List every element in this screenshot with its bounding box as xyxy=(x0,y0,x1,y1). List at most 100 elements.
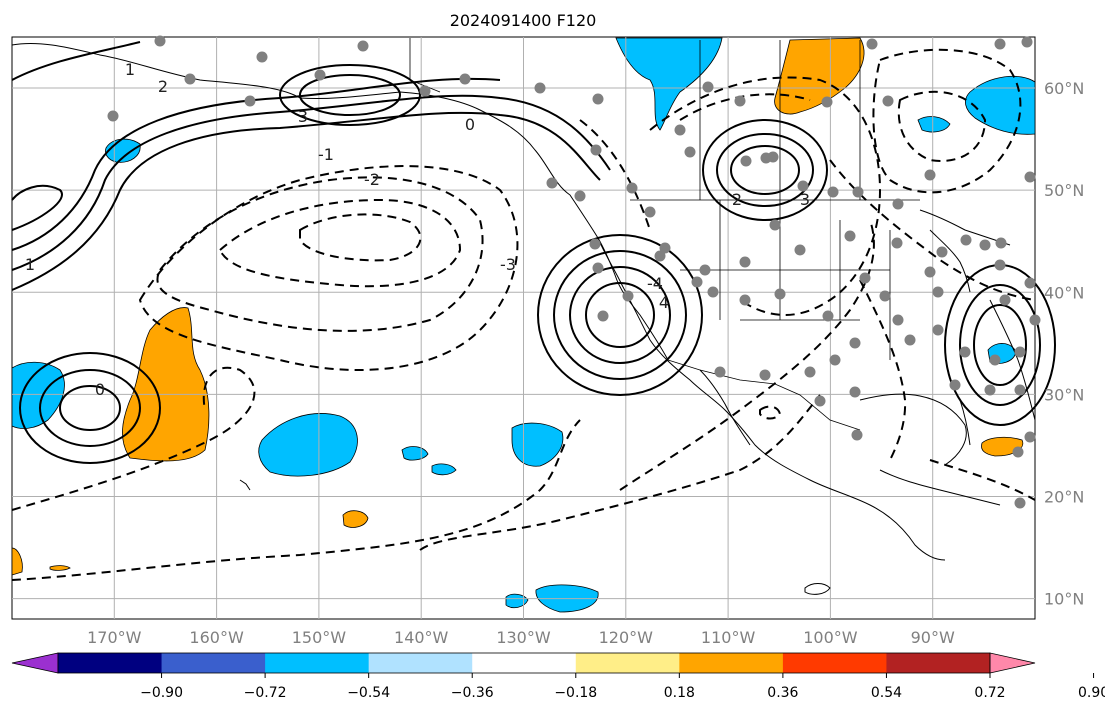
station-dot xyxy=(859,272,871,284)
cool-anomaly-region xyxy=(258,413,358,477)
gridlines xyxy=(12,37,1035,619)
station-dot xyxy=(574,190,586,202)
low-pressure-contour xyxy=(973,304,1027,386)
station-dot xyxy=(154,35,166,47)
station-dot xyxy=(959,346,971,358)
colorbar-tick-label: 0.54 xyxy=(871,685,902,701)
warm-anomaly-region xyxy=(49,565,71,571)
station-dot xyxy=(759,369,771,381)
trough-contour xyxy=(679,93,811,121)
station-dot xyxy=(1014,384,1026,396)
station-dot xyxy=(892,198,904,210)
gulf-coast xyxy=(859,393,967,466)
colorbar-frame xyxy=(57,652,991,674)
station-dot xyxy=(1014,497,1026,509)
station-dot xyxy=(1021,36,1033,48)
station-dot xyxy=(107,110,119,122)
colorbar-cell xyxy=(782,653,887,673)
negative-contours xyxy=(11,48,1036,581)
contour-label: -4 xyxy=(647,274,663,293)
station-dot xyxy=(851,429,863,441)
station-dot xyxy=(739,256,751,268)
high-pressure-contour xyxy=(279,64,421,126)
low-pressure-contour xyxy=(569,266,671,364)
trough-contour xyxy=(872,48,1022,194)
station-dot xyxy=(592,262,604,274)
low-pressure-contour xyxy=(39,369,141,447)
station-dot xyxy=(904,334,916,346)
contour-label: 4 xyxy=(659,293,669,312)
atlantic-coast xyxy=(989,299,1036,421)
station-dot xyxy=(829,354,841,366)
station-dot xyxy=(740,155,752,167)
lake-shore xyxy=(929,229,971,293)
station-dot xyxy=(844,230,856,242)
island-outline xyxy=(239,479,251,491)
contour-line xyxy=(11,184,63,231)
low-pressure-contour xyxy=(585,282,655,348)
positive-contours xyxy=(11,41,1056,464)
station-dot xyxy=(794,244,806,256)
station-dot xyxy=(994,259,1006,271)
station-dot xyxy=(644,206,656,218)
station-dot xyxy=(932,286,944,298)
contour-label: -1 xyxy=(318,145,334,164)
colorbar-tick-label: 0.36 xyxy=(767,685,798,701)
station-dot xyxy=(734,95,746,107)
station-dot xyxy=(654,250,666,262)
station-dot xyxy=(534,82,546,94)
station-dot xyxy=(774,288,786,300)
station-dot xyxy=(822,310,834,322)
low-pressure-contour xyxy=(537,234,703,396)
contour-label: 2 xyxy=(158,77,168,96)
trough-contour xyxy=(419,394,821,551)
trough-contour xyxy=(11,419,581,581)
colorbar-tick-label: −0.90 xyxy=(140,685,183,701)
station-dot xyxy=(769,219,781,231)
colorbar-cell xyxy=(265,653,370,673)
station-dot xyxy=(852,186,864,198)
station-dot xyxy=(702,81,714,93)
station-dot xyxy=(459,73,471,85)
colorbar-cell xyxy=(679,653,784,673)
high-pressure-contour xyxy=(299,74,401,116)
mexico-coast xyxy=(699,369,751,446)
high-pressure-contour xyxy=(716,133,814,207)
station-dot xyxy=(592,93,604,105)
contour-label: -3 xyxy=(500,255,516,274)
longitude-tick-label: 130°W xyxy=(496,628,551,647)
zero-contour xyxy=(11,111,601,291)
station-dot xyxy=(1024,171,1036,183)
warm-anomaly-region xyxy=(122,307,210,462)
station-dot xyxy=(882,95,894,107)
trough-contour xyxy=(897,90,987,162)
station-markers xyxy=(107,35,1041,509)
station-dot xyxy=(994,38,1006,50)
station-dot xyxy=(546,177,558,189)
colorbar-cell xyxy=(58,653,163,673)
cool-anomaly-region xyxy=(505,593,529,609)
trough-contour xyxy=(649,76,882,316)
station-dot xyxy=(626,182,638,194)
figure-title: 2024091400 F120 xyxy=(450,11,597,30)
station-dot xyxy=(849,337,861,349)
station-dot xyxy=(891,237,903,249)
cool-anomaly-region xyxy=(431,463,457,476)
longitude-tick-label: 160°W xyxy=(189,628,244,647)
station-dot xyxy=(419,85,431,97)
contour-label: 2 xyxy=(732,190,742,209)
station-dot xyxy=(932,324,944,336)
station-dot xyxy=(814,395,826,407)
latitude-tick-label: 60°N xyxy=(1044,79,1084,98)
latitude-tick-labels: 60°N 50°N 40°N 30°N 20°N 10°N xyxy=(1044,79,1084,609)
station-dot xyxy=(590,144,602,156)
colorbar-tick-label: −0.36 xyxy=(451,685,494,701)
station-dot xyxy=(1029,314,1041,326)
high-pressure-contour xyxy=(702,119,828,221)
contour-label: 1 xyxy=(125,60,135,79)
cool-anomaly-region xyxy=(965,75,1036,135)
station-dot xyxy=(984,384,996,396)
station-dot xyxy=(999,294,1011,306)
station-dot xyxy=(597,310,609,322)
